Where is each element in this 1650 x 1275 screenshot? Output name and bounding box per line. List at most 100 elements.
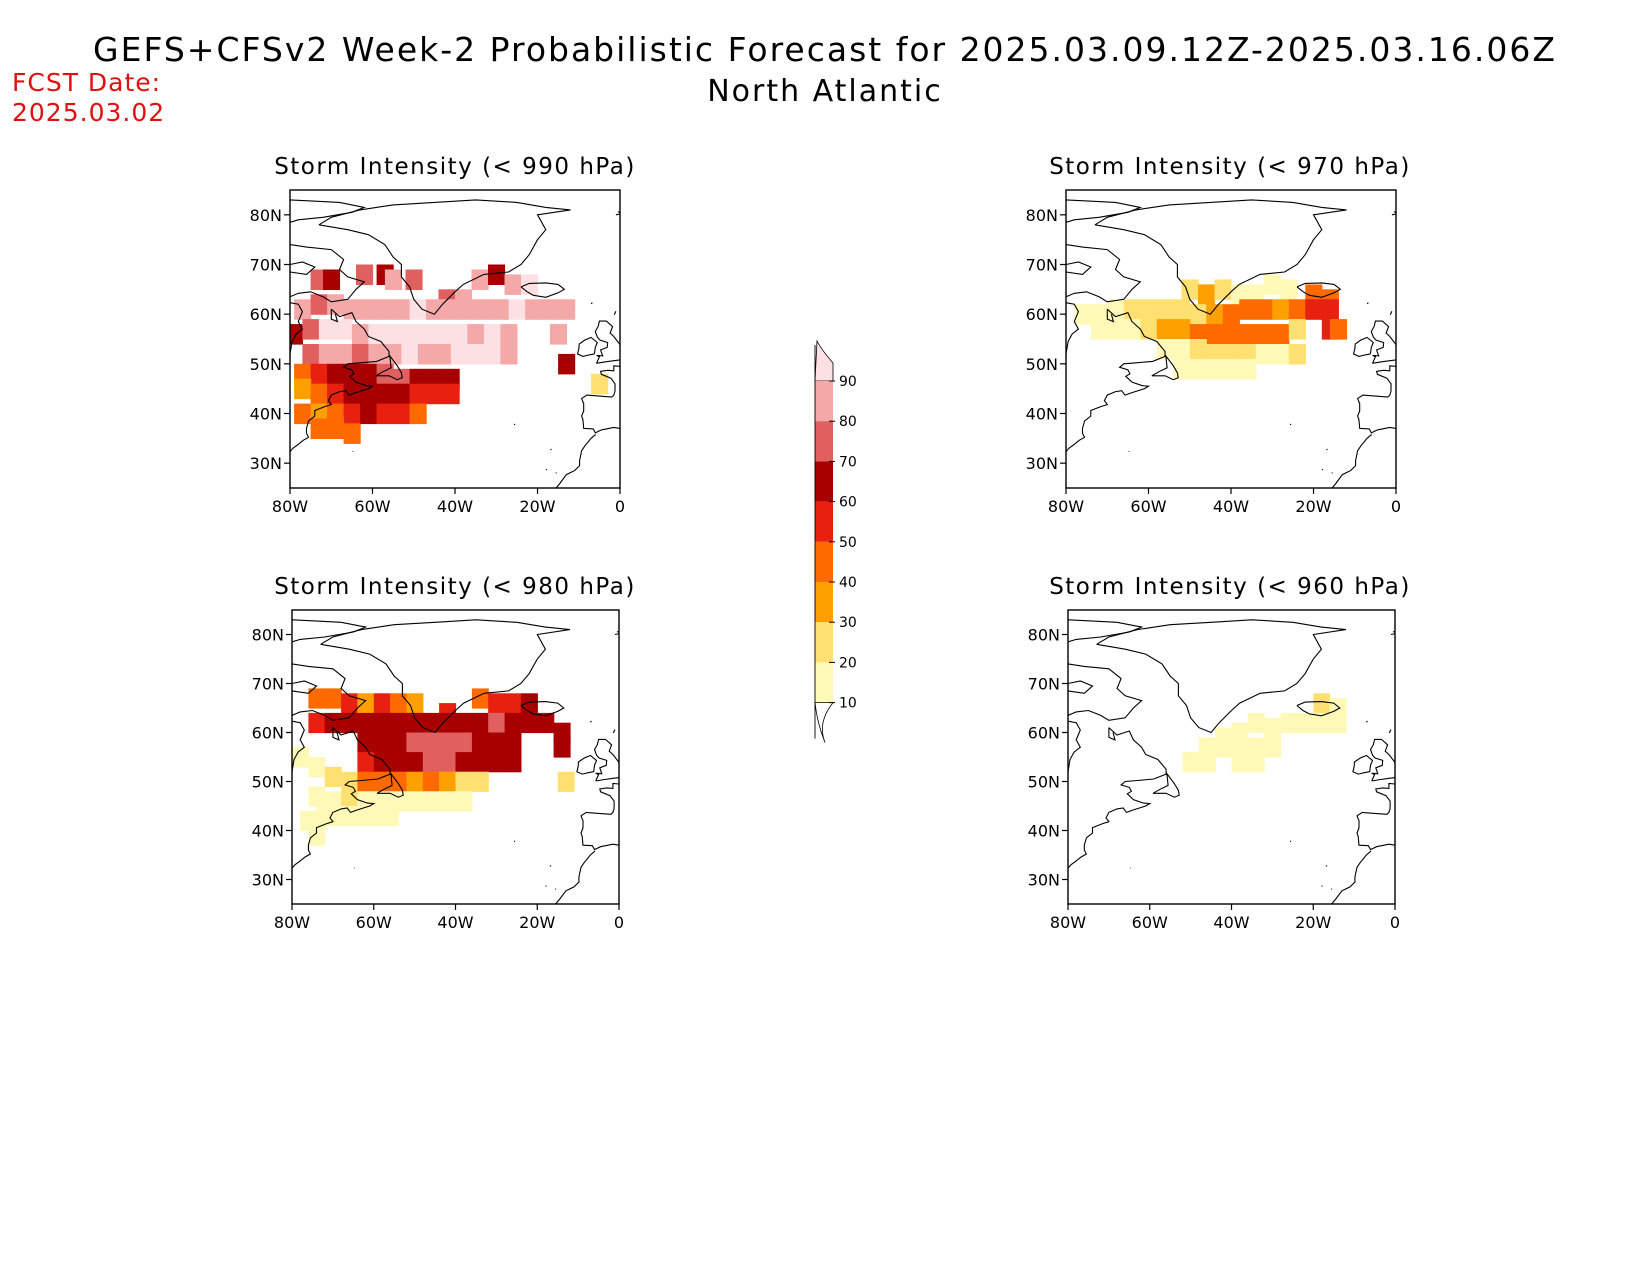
lon-label: 0	[1390, 913, 1400, 932]
coastline	[554, 888, 557, 890]
probability-cell	[406, 732, 424, 753]
probability-cell	[442, 299, 460, 320]
probability-cell	[390, 771, 407, 792]
probability-cell	[1321, 299, 1339, 320]
probability-cell	[343, 299, 361, 320]
probability-cell	[558, 353, 576, 375]
probability-cell	[422, 771, 440, 792]
colorbar-label: 60	[839, 495, 857, 511]
probability-cell	[409, 403, 427, 425]
probability-cell	[467, 344, 485, 365]
probability-cell	[591, 373, 609, 395]
probability-cell	[1189, 304, 1207, 325]
probability-cell	[1272, 299, 1290, 320]
probability-cell	[343, 423, 361, 444]
panel-p990: Storm Intensity (< 990 hPa) 80N 70N 60N 50N 4…	[250, 154, 635, 516]
coastline	[1356, 365, 1396, 434]
coastline	[290, 199, 367, 223]
probability-cell	[426, 299, 444, 320]
lon-label: 60W	[354, 497, 390, 516]
coastline	[593, 738, 619, 782]
probability-cell	[393, 403, 411, 425]
probability-cell	[373, 771, 391, 792]
coastlines	[1066, 199, 1396, 488]
probability-cell	[316, 806, 334, 827]
coastlines	[290, 199, 620, 488]
lon-label: 20W	[1295, 913, 1331, 932]
coastline	[1370, 320, 1396, 364]
lat-label: 50N	[1026, 355, 1058, 374]
coastline	[1366, 302, 1369, 305]
probability-cell	[351, 344, 369, 365]
coastline	[1096, 619, 1347, 734]
probability-cell	[1215, 737, 1233, 758]
probability-cell	[541, 299, 559, 320]
probability-cell	[1305, 299, 1323, 320]
lon-label: 80W	[1048, 497, 1084, 516]
probability-cell	[376, 403, 394, 425]
probability-cell	[1206, 324, 1224, 345]
colorbar: 10 20 30 40 50 60 70 80 90	[814, 339, 857, 743]
probability-cell	[537, 712, 555, 734]
probability-cell	[439, 771, 457, 792]
probability-cell	[1123, 319, 1141, 340]
probability-cell	[1222, 304, 1240, 325]
colorbar-segment	[815, 622, 833, 663]
probability-cell	[1189, 358, 1207, 380]
probability-cell	[455, 791, 473, 812]
probability-cell	[360, 363, 378, 385]
probability-cell	[1222, 324, 1240, 345]
coastline	[292, 727, 391, 869]
probability-cell	[504, 274, 522, 295]
coastline	[1151, 353, 1179, 381]
probability-cell	[422, 732, 440, 753]
probability-cell	[1313, 712, 1331, 734]
lat-label: 40N	[252, 822, 284, 841]
probability-cell	[439, 752, 457, 773]
coastline	[613, 310, 617, 315]
probability-cell	[525, 299, 543, 320]
colorbar-segment	[815, 501, 833, 542]
coastline	[1325, 865, 1328, 867]
lat-label: 60N	[250, 305, 282, 324]
probability-cell	[1247, 752, 1265, 773]
probability-cell	[1264, 737, 1282, 758]
lat-label: 80N	[252, 626, 284, 645]
probability-cell	[417, 324, 435, 345]
probability-cell	[343, 363, 361, 385]
probability-cell	[384, 269, 402, 290]
probability-cell	[360, 403, 378, 425]
coastline	[292, 720, 306, 777]
probability-cell	[1181, 279, 1199, 300]
probability-cell	[360, 299, 378, 320]
probability-cell	[294, 403, 312, 425]
probability-cell	[406, 752, 424, 773]
coastline	[292, 619, 368, 643]
probability-cell	[439, 791, 457, 812]
probability-cell	[500, 344, 518, 365]
probability-cell	[357, 693, 375, 714]
colorbar-segment	[815, 421, 833, 462]
lon-label: 40W	[1213, 913, 1249, 932]
coastline	[555, 850, 596, 904]
coastline	[1066, 302, 1080, 359]
probability-cell	[455, 771, 473, 792]
lon-label: 40W	[437, 497, 473, 516]
probability-cell	[504, 752, 522, 773]
probability-cell	[406, 693, 424, 714]
coastline	[1369, 738, 1395, 782]
probability-cell	[349, 806, 367, 827]
coastline	[292, 680, 318, 694]
probability-cell	[405, 269, 423, 290]
probability-cell	[434, 324, 452, 345]
probability-cell	[1198, 284, 1216, 305]
lon-label: 60W	[1130, 497, 1166, 516]
probability-cell	[390, 712, 407, 734]
coastline	[332, 727, 340, 741]
probability-cell	[357, 732, 375, 753]
forecast-date-value: 2025.03.02	[12, 98, 166, 127]
coastlines	[1068, 619, 1395, 904]
probability-cell	[1264, 717, 1282, 738]
probability-cell	[351, 324, 369, 345]
